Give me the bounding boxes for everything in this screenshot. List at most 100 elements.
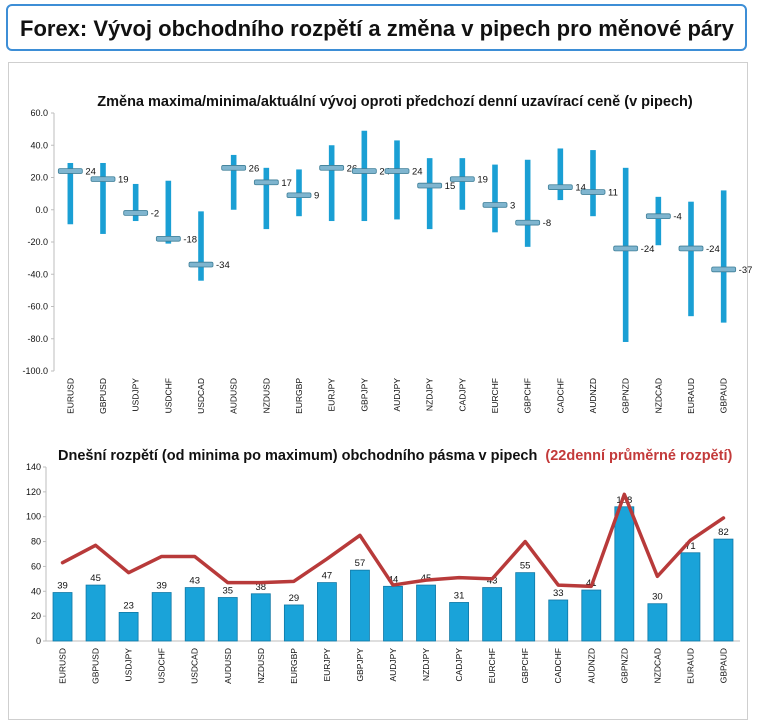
current-value-label: -34 (216, 260, 230, 271)
current-marker (90, 176, 116, 182)
current-marker (613, 245, 639, 252)
current-value-label: 19 (477, 175, 488, 186)
chart-2-y-tick-label: 120 (26, 487, 41, 497)
range-bar (688, 201, 694, 317)
range-bar (655, 196, 662, 246)
range-bar (263, 167, 270, 230)
range-bar (230, 154, 237, 210)
current-value-label: 17 (281, 178, 292, 189)
range-bar (198, 211, 204, 281)
range-bar-column (647, 603, 668, 642)
chart-1-y-tick-label: -100.0 (22, 366, 48, 376)
current-marker (711, 266, 737, 273)
range-bar (100, 162, 106, 234)
chart-1-category-label: EURUSD (65, 378, 75, 414)
bar-value-label: 29 (289, 593, 300, 604)
bar-value-label: 108 (616, 495, 632, 506)
range-bar-column (383, 585, 403, 642)
current-marker (351, 168, 377, 174)
range-bar (459, 158, 466, 210)
range-bar-column (680, 552, 701, 642)
chart-2-y-tick-label: 20 (31, 611, 41, 621)
chart-2-category-label: GBPNZD (619, 648, 629, 683)
range-bar (394, 140, 400, 220)
current-value-label: 11 (608, 188, 618, 199)
bar-value-label: 57 (355, 558, 366, 569)
current-marker (678, 245, 704, 252)
page-title: Forex: Vývoj obchodního rozpětí a změna … (20, 16, 734, 41)
chart-1-category-label: NZDJPY (425, 378, 435, 411)
chart-2-category-label: USDCHF (157, 648, 167, 683)
current-marker (580, 189, 606, 195)
current-value-label: -4 (673, 212, 681, 223)
range-bar-column (482, 587, 503, 642)
current-value-label: 14 (575, 183, 586, 194)
chart-1-title: Změna maxima/minima/aktuální vývoj oprot… (97, 94, 693, 110)
range-bar (524, 159, 531, 247)
range-bar-column (713, 538, 734, 642)
bar-value-label: 43 (189, 576, 200, 587)
bar-value-label: 82 (718, 527, 729, 538)
bar-value-label: 47 (322, 571, 333, 582)
chart-2-category-label: EURJPY (322, 648, 332, 682)
range-bar-column (614, 506, 635, 642)
chart-1-category-label: NZDUSD (261, 378, 271, 413)
bar-value-label: 55 (520, 561, 531, 572)
chart-2-category-label: EURGBP (289, 648, 299, 684)
bar-value-label: 45 (90, 573, 101, 584)
chart-2-category-label: AUDJPY (388, 648, 398, 682)
current-value-label: -2 (151, 208, 159, 219)
current-marker (547, 184, 573, 190)
chart-1-y-tick-label: -20.0 (27, 237, 48, 247)
chart-1-category-label: GBPAUD (719, 378, 729, 413)
chart-1-y-tick-label: 20.0 (30, 173, 48, 183)
current-value-label: 26 (347, 163, 358, 174)
current-value-label: 24 (412, 167, 423, 178)
range-bar (492, 164, 498, 233)
range-bar-column (416, 584, 436, 642)
range-bar-column (52, 592, 73, 642)
chart-2-title-highlight: (22denní průměrné rozpětí) (545, 448, 732, 464)
range-bar-column (118, 612, 139, 642)
current-value-label: -24 (706, 244, 720, 255)
chart-1-category-label: USDCAD (196, 378, 206, 414)
current-marker (449, 176, 475, 182)
range-bar (132, 183, 139, 222)
chart-2-y-tick-label: 0 (36, 636, 41, 646)
chart-2-category-label: GBPJPY (355, 648, 365, 682)
chart-2-y-tick-label: 60 (31, 561, 41, 571)
current-value-label: 24 (85, 167, 96, 178)
bar-value-label: 39 (156, 581, 167, 592)
chart-1-y-tick-label: 60.0 (30, 108, 48, 118)
current-value-label: 3 (510, 200, 515, 211)
range-bar-column (184, 587, 205, 642)
chart-2-y-tick-label: 40 (31, 586, 41, 596)
chart-2-y-tick-label: 140 (26, 462, 41, 472)
chart-2-category-label: EURUSD (58, 648, 68, 684)
range-bar-column (581, 589, 602, 642)
chart-1-category-label: CADCHF (555, 378, 565, 413)
range-bar-column (515, 572, 536, 642)
chart-1-category-label: AUDJPY (392, 378, 402, 412)
bar-value-label: 71 (685, 541, 696, 552)
chart-2-category-label: NZDCAD (652, 648, 662, 683)
bar-value-label: 35 (222, 586, 233, 597)
range-bar (557, 148, 564, 201)
chart-2-category-label: NZDJPY (421, 648, 431, 681)
range-bar (361, 130, 368, 222)
chart-2-category-label: USDCAD (190, 648, 200, 684)
chart-2-category-label: EURAUD (685, 648, 695, 684)
chart-1-category-label: CADJPY (457, 378, 467, 412)
chart-1-plot: 60.0 40.0 20.0 0.0 -20.0 -40.0 -60.0 -80.0 -100.… (22, 108, 752, 414)
chart-1-category-label: GBPNZD (621, 378, 631, 413)
chart-1-category-label: USDCHF (163, 378, 173, 413)
bar-value-label: 38 (256, 582, 267, 593)
chart-1-y-tick-label: -60.0 (27, 302, 48, 312)
current-marker (515, 219, 541, 226)
current-marker (286, 192, 312, 199)
chart-2-title-main: Dnešní rozpětí (od minima po maximum) ob… (58, 448, 537, 464)
range-bar-column (283, 604, 304, 642)
bar-value-label: 33 (553, 588, 564, 599)
current-value-label: -24 (641, 244, 655, 255)
chart-2-category-label: AUDUSD (223, 648, 233, 684)
